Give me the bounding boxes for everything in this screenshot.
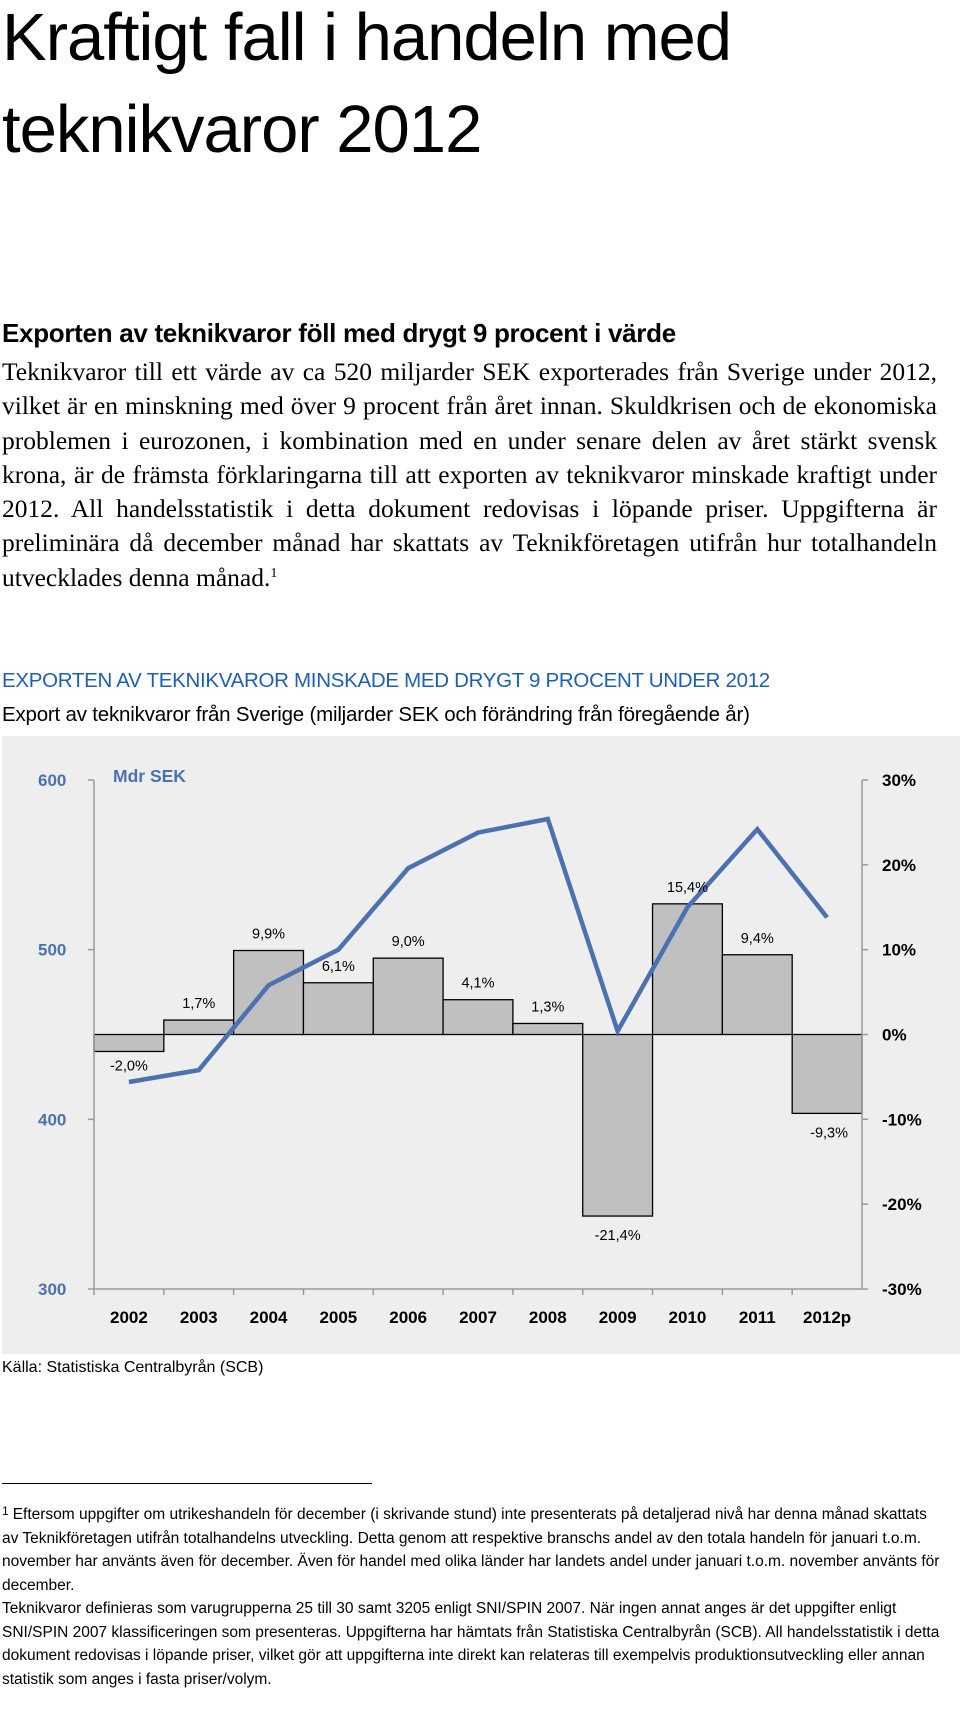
footnote-text: Eftersom uppgifter om utrikeshandeln för… xyxy=(2,1506,940,1594)
labels-layer: -2,0% 1,7% 9,9% 6,1% 9,0% 4,1% 1,3% -21,4% 15,4%… xyxy=(110,880,848,1244)
x-tick-label: 2002 xyxy=(110,1308,148,1327)
bar-2011 xyxy=(721,954,793,1036)
x-tick-label: 2011 xyxy=(739,1308,776,1327)
right-tick-label: 10% xyxy=(882,941,916,960)
bar-value-label: 9,9% xyxy=(252,927,285,943)
x-tick-label: 2008 xyxy=(529,1308,567,1327)
axes-layer: 300 400 500 600 Mdr SEK 30% 20% 10% 0% -10% -20% -3… xyxy=(38,766,922,1327)
right-tick-label: 20% xyxy=(882,856,916,875)
bar-value-label: -21,4% xyxy=(595,1228,641,1244)
page-title: Kraftigt fall i handeln med teknikvaror … xyxy=(2,0,732,167)
right-tick-label: -10% xyxy=(882,1110,922,1129)
bar-value-label: 1,3% xyxy=(531,999,564,1015)
left-axis-unit-label: Mdr SEK xyxy=(113,766,186,786)
right-tick-label: -20% xyxy=(882,1195,922,1214)
bar-2005 xyxy=(302,982,374,1036)
footnote-number: 1 xyxy=(2,1504,9,1518)
section-heading: Exporten av teknikvaror föll med drygt 9… xyxy=(2,318,676,348)
left-tick-label: 300 xyxy=(38,1280,66,1299)
body-text: Teknikvaror till ett värde av ca 520 mil… xyxy=(2,357,937,592)
bar-2003 xyxy=(163,1019,235,1036)
bar-value-label: 4,1% xyxy=(461,976,494,992)
export-chart: 300 400 500 600 Mdr SEK 30% 20% 10% 0% -10% -20% -3… xyxy=(2,736,960,1354)
chart-svg: 300 400 500 600 Mdr SEK 30% 20% 10% 0% -10% -20% -3… xyxy=(2,736,960,1354)
bars-layer xyxy=(93,903,863,1217)
bar-value-label: 9,4% xyxy=(741,931,774,947)
figure-subtitle: Export av teknikvaror från Sverige (milj… xyxy=(2,703,750,726)
x-tick-label: 2006 xyxy=(389,1308,427,1327)
x-tick-label: 2007 xyxy=(459,1308,497,1327)
bar-value-label: -2,0% xyxy=(110,1059,148,1075)
left-tick-label: 600 xyxy=(38,771,66,790)
footnote-reference[interactable]: 1 xyxy=(270,565,278,581)
bar-2012p xyxy=(791,1033,863,1115)
bar-2010 xyxy=(651,903,724,1036)
body-paragraph: Teknikvaror till ett värde av ca 520 mil… xyxy=(2,355,937,595)
right-tick-label: 30% xyxy=(882,771,916,790)
left-tick-label: 400 xyxy=(38,1110,66,1129)
bar-value-label: 1,7% xyxy=(182,996,215,1012)
bar-2006 xyxy=(372,957,444,1036)
figure-title: EXPORTEN AV TEKNIKVAROR MINSKADE MED DRY… xyxy=(2,669,770,692)
x-tick-label: 2003 xyxy=(180,1308,218,1327)
chart-source: Källa: Statistiska Centralbyrån (SCB) xyxy=(2,1359,264,1376)
bar-2008 xyxy=(512,1022,584,1036)
line-layer xyxy=(128,816,829,1085)
x-tick-label: 2004 xyxy=(250,1308,288,1327)
bar-value-label: 15,4% xyxy=(667,880,708,896)
bar-2009 xyxy=(582,1033,654,1217)
bar-value-label: -9,3% xyxy=(810,1125,848,1141)
footnote: 1 Eftersom uppgifter om utrikeshandeln fö… xyxy=(2,1503,942,1597)
bar-2007 xyxy=(442,999,514,1036)
bar-value-label: 6,1% xyxy=(322,959,355,975)
x-tick-label: 2009 xyxy=(599,1308,637,1327)
x-tick-label: 2005 xyxy=(319,1308,357,1327)
left-tick-label: 500 xyxy=(38,941,66,960)
x-tick-label: 2010 xyxy=(669,1308,707,1327)
x-tick-label: 2012p xyxy=(803,1308,851,1327)
right-tick-label: -30% xyxy=(882,1280,922,1299)
bar-2002 xyxy=(93,1033,165,1053)
right-tick-label: 0% xyxy=(882,1026,907,1045)
footnote-divider xyxy=(2,1483,372,1484)
bar-value-label: 9,0% xyxy=(392,934,425,950)
definition-paragraph: Teknikvaror definieras som varugrupperna… xyxy=(2,1600,940,1688)
bar-2004 xyxy=(232,949,305,1036)
